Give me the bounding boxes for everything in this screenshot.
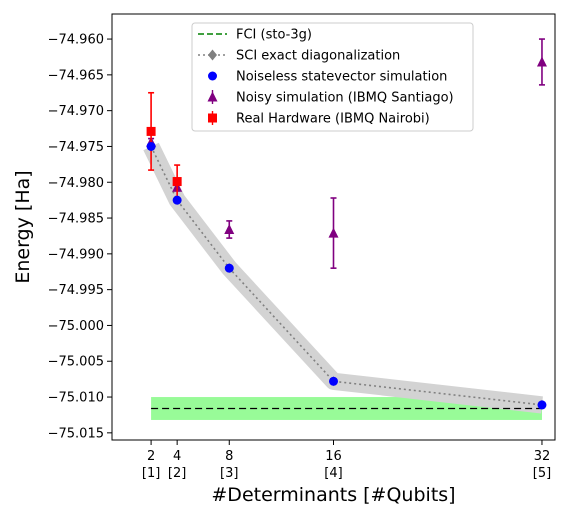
- statevector-point: [146, 141, 156, 151]
- y-tick-label: −74.980: [48, 176, 104, 191]
- y-tick-label: −74.975: [48, 140, 104, 155]
- x-tick-label: 4: [173, 449, 181, 464]
- legend-label: FCI (sto-3g): [236, 28, 312, 43]
- legend-label: Noisy simulation (IBMQ Santiago): [236, 91, 454, 106]
- statevector-point: [329, 376, 338, 386]
- statevector-point: [172, 195, 182, 205]
- hardware-point: [146, 126, 156, 136]
- y-tick-label: −74.970: [48, 104, 104, 119]
- x-tick-label: 16: [325, 449, 342, 464]
- y-tick-label: −74.985: [48, 212, 104, 227]
- legend-label: Noiseless statevector simulation: [236, 70, 447, 85]
- y-tick-label: −74.990: [48, 247, 104, 262]
- fci-band: [151, 397, 542, 420]
- x-axis-label: #Determinants [#Qubits]: [211, 484, 455, 506]
- legend-handle-hardware: [208, 113, 217, 123]
- noisy-sim-point: [224, 224, 235, 235]
- x-tick-label: 2: [147, 449, 155, 464]
- x-tick-sublabel: [3]: [220, 466, 238, 481]
- y-tick-label: −74.965: [48, 68, 104, 83]
- statevector-point: [224, 263, 234, 273]
- legend-box: [191, 22, 474, 132]
- statevector-point: [537, 400, 547, 410]
- x-tick-sublabel: [4]: [324, 466, 342, 481]
- noisy-sim-point: [536, 56, 547, 67]
- y-tick-label: −74.995: [48, 283, 104, 298]
- y-tick-label: −75.005: [48, 355, 104, 370]
- x-tick-sublabel: [5]: [533, 466, 551, 481]
- y-tick-label: −75.015: [48, 426, 104, 441]
- legend-handle-sci-marker: [208, 49, 217, 61]
- hardware-point: [172, 177, 182, 187]
- x-tick-sublabel: [1]: [142, 466, 160, 481]
- y-tick-label: −75.000: [48, 319, 104, 334]
- noisy-sim-point: [328, 227, 339, 238]
- x-tick-sublabel: [2]: [168, 466, 186, 481]
- x-tick-label: 32: [534, 449, 551, 464]
- legend-handle-noisy: [207, 91, 218, 102]
- legend-handle-statevector: [208, 71, 217, 81]
- y-axis-label: Energy [Ha]: [12, 170, 34, 283]
- legend-label: SCI exact diagonalization: [236, 49, 400, 64]
- x-tick-label: 8: [225, 449, 233, 464]
- y-tick-label: −75.010: [48, 391, 104, 406]
- y-tick-label: −74.960: [48, 33, 104, 48]
- legend-label: Real Hardware (IBMQ Nairobi): [236, 112, 430, 127]
